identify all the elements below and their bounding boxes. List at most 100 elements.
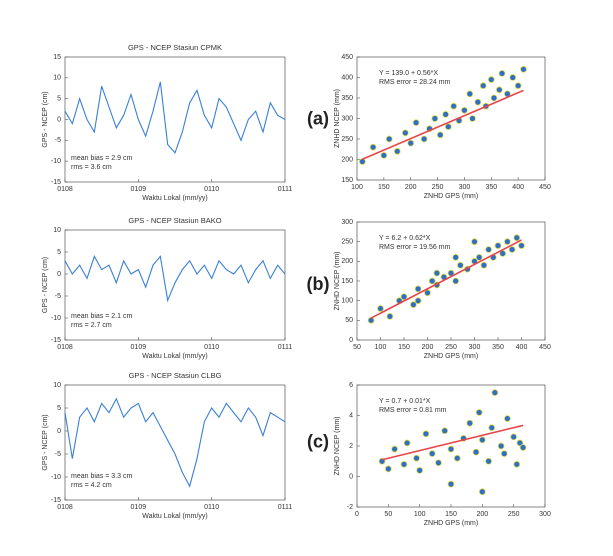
x-axis-label: ZNHD GPS (mm) xyxy=(424,353,478,360)
fit-line xyxy=(362,89,524,160)
scatter-point xyxy=(380,151,388,159)
scatter-point xyxy=(485,457,493,465)
y-tick-label: 6 xyxy=(349,382,353,389)
x-tick-label: 150 xyxy=(445,511,457,518)
y-tick-label: 5 xyxy=(57,249,61,256)
panel-label: (c) xyxy=(307,431,329,451)
y-tick-label: 100 xyxy=(341,298,353,305)
scatter-point xyxy=(490,94,498,102)
scatter-point xyxy=(485,246,493,253)
y-tick-label: 150 xyxy=(341,278,353,285)
y-tick-label: 200 xyxy=(341,258,353,265)
x-tick-label: 0110 xyxy=(204,186,219,193)
y-tick-label: 5 xyxy=(57,96,61,103)
annotation: rms = 3.6 cm xyxy=(71,164,112,171)
y-tick-label: 300 xyxy=(341,219,353,226)
x-tick-label: 150 xyxy=(378,184,390,191)
annotation: mean bias = 2.1 cm xyxy=(71,313,132,320)
scatter-point xyxy=(407,139,415,147)
chart-title: GPS - NCEP Stasiun CLBG xyxy=(129,371,222,380)
scatter-point xyxy=(472,448,480,456)
y-tick-label: -5 xyxy=(55,293,61,300)
x-tick-label: 400 xyxy=(516,344,528,351)
scatter-point xyxy=(509,74,517,81)
x-tick-label: 150 xyxy=(398,344,410,351)
scatter-point xyxy=(431,115,439,122)
y-tick-label: 150 xyxy=(341,177,353,184)
x-tick-label: 0108 xyxy=(57,186,73,193)
x-tick-label: 450 xyxy=(539,344,551,351)
scatter-point xyxy=(452,253,460,261)
series-line xyxy=(64,81,286,154)
annotation: Y = 139.0 + 0.56*X xyxy=(379,70,438,77)
scatter-point xyxy=(393,147,401,155)
y-tick-label: -10 xyxy=(51,158,61,165)
scatter-point xyxy=(461,106,468,114)
scatter-point xyxy=(508,246,516,253)
y-tick-label: 250 xyxy=(341,239,353,246)
y-tick-label: 0 xyxy=(57,116,61,123)
chart-title: GPS - NCEP Stasiun BAKO xyxy=(128,216,221,225)
scatter-point xyxy=(498,70,506,77)
x-tick-label: 0111 xyxy=(278,344,293,351)
scatter-point xyxy=(466,90,474,98)
y-tick-label: -10 xyxy=(51,315,61,322)
y-tick-label: 50 xyxy=(345,317,353,324)
scatter-point xyxy=(518,242,525,250)
x-tick-label: 200 xyxy=(405,184,417,191)
scatter-point xyxy=(435,459,442,467)
scatter-point xyxy=(369,143,377,151)
scatter-point xyxy=(409,301,417,309)
scatter-point xyxy=(487,76,495,83)
annotation: Y = 0.7 + 0.01*X xyxy=(379,398,431,405)
x-axis-label: ZNHD GPS (mm) xyxy=(424,193,478,200)
scatter-point xyxy=(503,238,511,246)
scatter-point xyxy=(447,480,455,488)
x-tick-label: 350 xyxy=(485,184,497,191)
series-line xyxy=(64,255,286,303)
scatter-point xyxy=(453,454,461,462)
x-tick-label: 0109 xyxy=(131,186,147,193)
scatter-point xyxy=(475,409,483,416)
y-tick-label: 200 xyxy=(341,156,353,163)
y-tick-label: 0 xyxy=(349,473,353,480)
x-axis-label: Waktu Lokal (mm/yy) xyxy=(142,353,207,360)
y-tick-label: -5 xyxy=(55,137,61,144)
scatter-point xyxy=(479,82,487,90)
y-axis-label: GPS - NCEP (cm) xyxy=(42,257,49,313)
y-tick-label: -15 xyxy=(51,179,61,186)
scatter-point xyxy=(491,389,499,397)
y-tick-label: 350 xyxy=(341,95,353,102)
scatter-point xyxy=(474,98,482,106)
y-tick-label: -5 xyxy=(55,451,61,458)
scatter-point xyxy=(478,436,486,444)
x-tick-label: 400 xyxy=(512,184,524,191)
scatter-point xyxy=(358,158,366,165)
y-tick-label: 2 xyxy=(349,443,353,450)
fit-line xyxy=(370,239,522,319)
scatter-point xyxy=(385,135,393,143)
x-tick-label: 0108 xyxy=(57,504,73,511)
x-tick-label: 250 xyxy=(432,184,444,191)
scatter-point xyxy=(391,445,399,453)
x-tick-label: 100 xyxy=(351,184,363,191)
scatter-point xyxy=(514,82,522,90)
x-tick-label: 0 xyxy=(355,511,359,518)
x-tick-label: 100 xyxy=(375,344,387,351)
scatter-point xyxy=(510,433,518,441)
y-axis-label: ZNHD NCEP (mm) xyxy=(334,417,341,476)
x-tick-label: 0110 xyxy=(204,344,219,351)
annotation: RMS error = 0.81 mm xyxy=(379,407,447,414)
scatter-point xyxy=(469,115,476,122)
scatter-point xyxy=(466,419,474,427)
scatter-point xyxy=(420,135,428,143)
y-tick-label: -10 xyxy=(51,474,61,481)
x-axis-label: Waktu Lokal (mm/yy) xyxy=(142,195,207,202)
panel-label: (b) xyxy=(307,274,330,294)
scatter-point xyxy=(422,430,430,438)
annotation: mean bias = 3.3 cm xyxy=(71,473,132,480)
y-tick-label: 250 xyxy=(341,136,353,143)
panel-label: (a) xyxy=(307,108,329,128)
scatter-point xyxy=(400,293,408,301)
